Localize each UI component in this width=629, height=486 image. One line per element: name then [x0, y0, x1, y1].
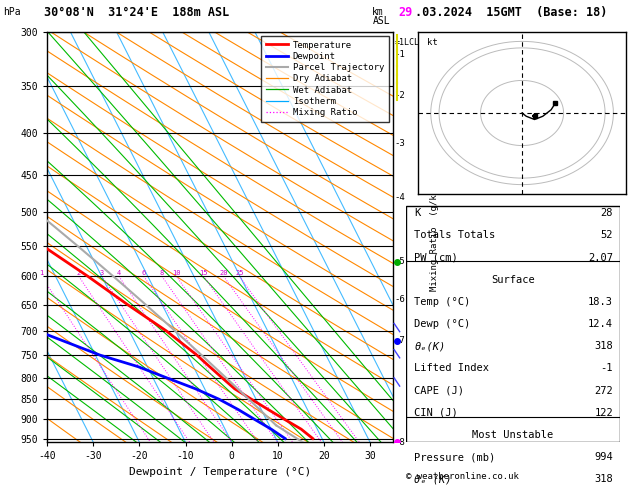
Text: PW (cm): PW (cm): [415, 253, 458, 262]
Text: 994: 994: [594, 452, 613, 462]
X-axis label: Dewpoint / Temperature (°C): Dewpoint / Temperature (°C): [129, 467, 311, 477]
Text: 18.3: 18.3: [588, 297, 613, 307]
Text: Surface: Surface: [491, 275, 535, 285]
Text: 2: 2: [77, 270, 81, 277]
Text: -6: -6: [395, 295, 406, 304]
Text: 8: 8: [160, 270, 164, 277]
Text: 10: 10: [172, 270, 181, 277]
Text: CAPE (J): CAPE (J): [415, 385, 464, 396]
Text: ASL: ASL: [372, 16, 390, 26]
Text: Pressure (mb): Pressure (mb): [415, 452, 496, 462]
Text: Lifted Index: Lifted Index: [415, 364, 489, 373]
Legend: Temperature, Dewpoint, Parcel Trajectory, Dry Adiabat, Wet Adiabat, Isotherm, Mi: Temperature, Dewpoint, Parcel Trajectory…: [261, 36, 389, 122]
Text: Most Unstable: Most Unstable: [472, 430, 554, 440]
Text: 1: 1: [40, 270, 43, 277]
Text: K: K: [415, 208, 421, 218]
Text: 2.07: 2.07: [588, 253, 613, 262]
Text: -4: -4: [395, 193, 406, 202]
Text: 28: 28: [601, 208, 613, 218]
Text: 15: 15: [199, 270, 208, 277]
Text: © weatheronline.co.uk: © weatheronline.co.uk: [406, 472, 518, 481]
Text: -5: -5: [395, 258, 406, 266]
Text: 30°08'N  31°24'E  188m ASL: 30°08'N 31°24'E 188m ASL: [44, 6, 230, 18]
Text: .03.2024  15GMT  (Base: 18): .03.2024 15GMT (Base: 18): [415, 6, 607, 18]
Text: kt: kt: [426, 37, 437, 47]
Text: hPa: hPa: [3, 7, 21, 17]
Text: -8: -8: [395, 438, 406, 447]
Text: -3: -3: [395, 139, 406, 148]
Text: 318: 318: [594, 474, 613, 484]
Text: -1: -1: [601, 364, 613, 373]
Text: Mixing Ratio  (g/kg): Mixing Ratio (g/kg): [430, 183, 439, 291]
Text: -2: -2: [395, 91, 406, 101]
Text: =1LCL: =1LCL: [395, 38, 420, 47]
Text: Totals Totals: Totals Totals: [415, 230, 496, 241]
Text: 52: 52: [601, 230, 613, 241]
Text: -7: -7: [395, 336, 406, 345]
Text: Dewp (°C): Dewp (°C): [415, 319, 470, 329]
Text: 6: 6: [142, 270, 146, 277]
Text: 12.4: 12.4: [588, 319, 613, 329]
Text: 272: 272: [594, 385, 613, 396]
Text: θₑ (K): θₑ (K): [415, 474, 452, 484]
Text: Temp (°C): Temp (°C): [415, 297, 470, 307]
Text: 318: 318: [594, 341, 613, 351]
Text: km: km: [372, 7, 384, 17]
Text: 20: 20: [220, 270, 228, 277]
Text: 122: 122: [594, 408, 613, 418]
Text: 4: 4: [117, 270, 121, 277]
Text: 25: 25: [235, 270, 243, 277]
Text: 29: 29: [398, 6, 413, 18]
Text: CIN (J): CIN (J): [415, 408, 458, 418]
Text: θₑ(K): θₑ(K): [415, 341, 445, 351]
Text: 3: 3: [100, 270, 104, 277]
Text: -1: -1: [395, 50, 406, 59]
